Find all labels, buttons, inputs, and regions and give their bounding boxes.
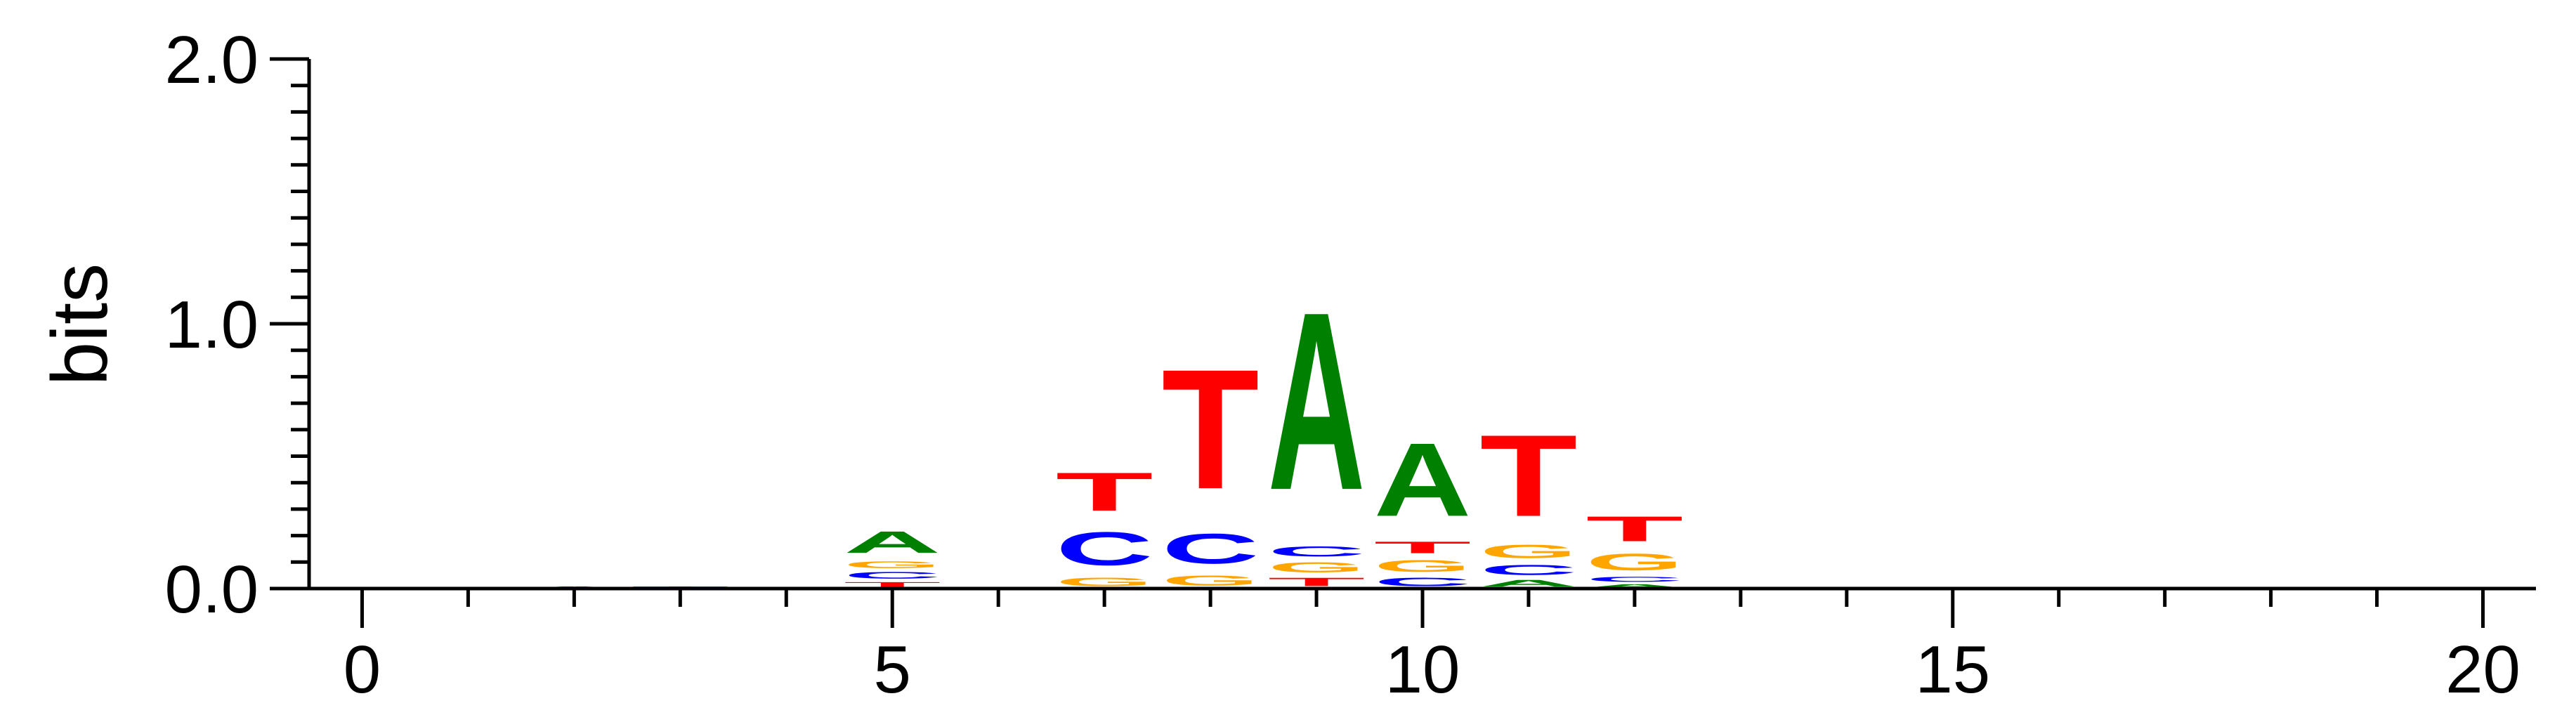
logo-letter-a: A [844, 525, 941, 559]
logo-letter-g: G [1268, 559, 1366, 575]
logo-letter-c: C [1268, 544, 1366, 560]
logo-letter-c: C [1056, 523, 1153, 576]
logo-letter-a: A [1586, 583, 1683, 589]
logo-letter-t: T [844, 581, 941, 589]
y-axis-title: bits [36, 263, 124, 386]
axes: 0.0 1.0 2.0 0 5 10 15 20 [165, 22, 2536, 707]
x-tick-label: 5 [874, 632, 911, 707]
logo-letter-t: T [1374, 538, 1472, 556]
logo-letter-t: T [1056, 461, 1153, 523]
logo-letter-g: G [1374, 557, 1472, 575]
y-tick-label: 1.0 [165, 287, 259, 362]
logo-letter-g: G [1056, 575, 1153, 589]
logo-letter-c: C [844, 570, 941, 581]
logo-letter-a: A [1268, 260, 1366, 543]
logo-letter-t: T [1586, 509, 1683, 549]
x-tick-label: 0 [344, 632, 381, 707]
logo-letter-c: C [1162, 525, 1260, 573]
logo-letter-t: T [1162, 334, 1260, 525]
logo-letter-c: C [1586, 575, 1683, 583]
logo-letter-a: A [1480, 578, 1578, 589]
x-tick-label: 15 [1915, 632, 1990, 707]
logo-letter-g: G [844, 559, 941, 570]
logo-letter-t: T [1268, 575, 1366, 589]
x-tick-label: 20 [2445, 632, 2521, 707]
logo-letter-c: C [1480, 562, 1578, 578]
y-tick-label: 2.0 [165, 22, 259, 98]
logo-letter-g: G [1162, 572, 1260, 589]
logo-letter-a: A [1374, 421, 1472, 538]
logo-letter-g: G [1586, 549, 1683, 576]
x-tick-label: 10 [1385, 632, 1460, 707]
logo-letter-t: T [1480, 411, 1578, 541]
logo-letter-g: G [1480, 541, 1578, 562]
logo-letter-c: C [1374, 575, 1472, 589]
y-tick-label: 0.0 [165, 552, 259, 627]
